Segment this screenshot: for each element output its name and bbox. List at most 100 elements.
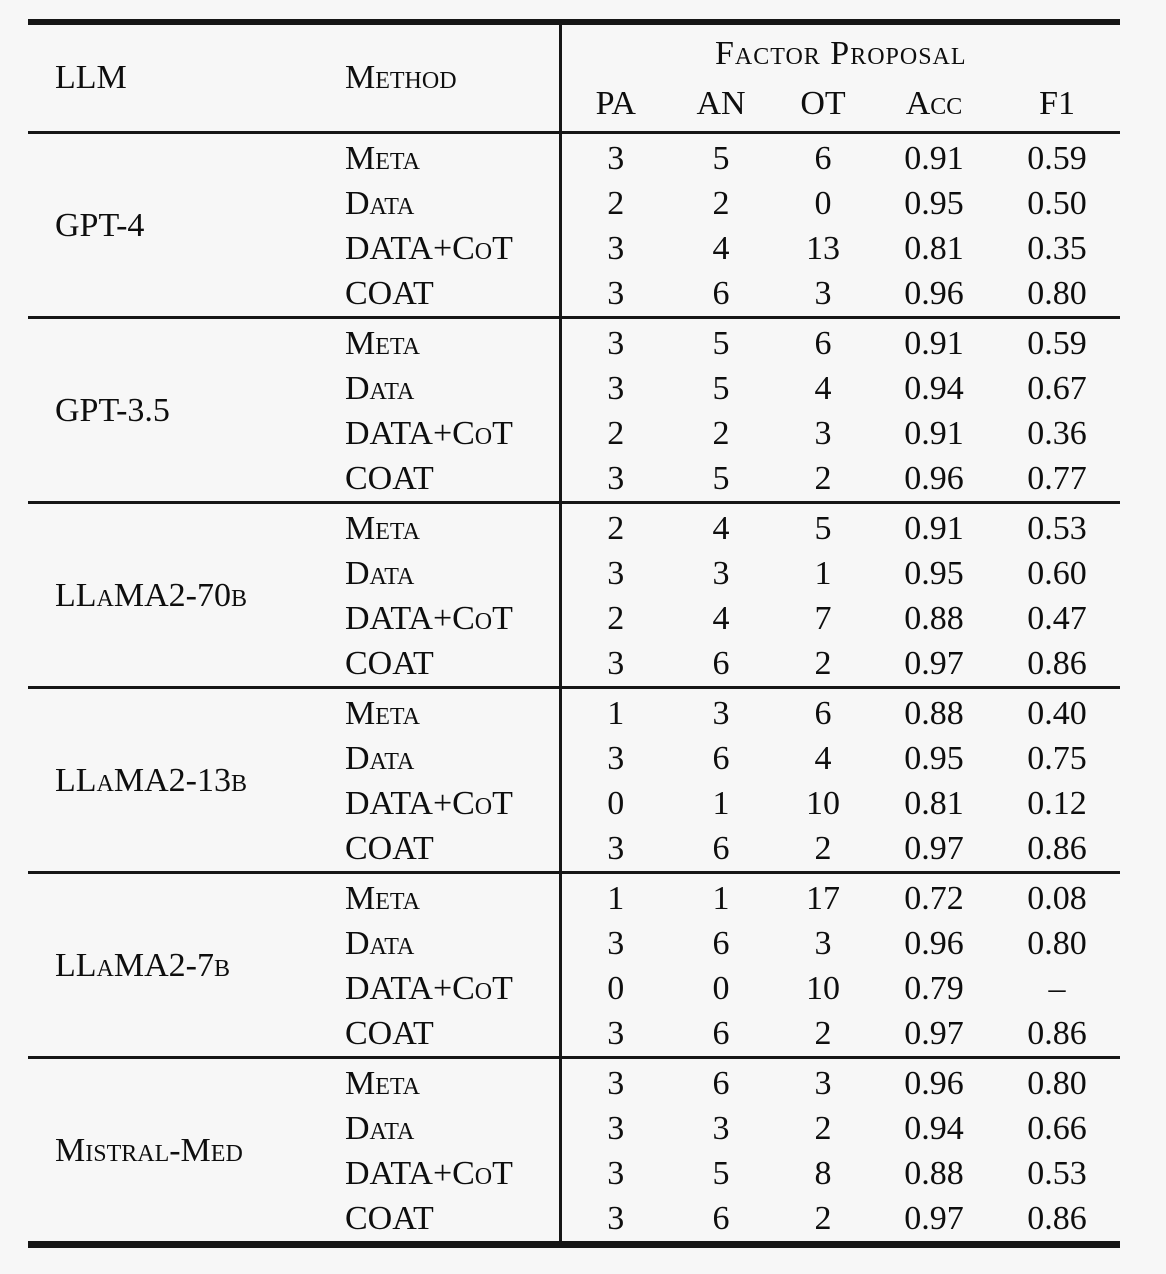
value-ot: 10 [806,784,840,822]
value-ot: 4 [814,369,832,407]
value-acc: 0.95 [904,184,964,222]
value-pa: 3 [558,226,670,271]
table-row: LLaMA2-13b Meta 1 3 6 0.88 0.40 [28,686,1121,873]
value-f1: 0.53 [994,501,1121,551]
value-an: 5 [712,459,730,497]
value-pa: 3 [558,551,670,596]
value-acc: 0.91 [874,501,994,551]
value-f1: 0.86 [1027,829,1087,867]
value-pa: 2 [558,596,670,641]
method-name: COAT [345,829,434,867]
value-f1: 0.12 [1027,784,1087,822]
table-header: LLM Method Factor Proposal PA AN OT Acc … [28,22,1121,134]
method-name: DATA+CoT [345,229,513,267]
value-pa: 3 [558,1196,670,1245]
method-name: Meta [340,871,560,921]
value-acc: 0.88 [904,599,964,637]
method-name: Data [345,184,415,222]
value-f1: – [1048,969,1066,1007]
value-f1: 0.86 [1027,1199,1087,1237]
value-acc: 0.91 [874,316,994,366]
value-acc: 0.94 [904,1109,964,1147]
table-row: Mistral-Med Meta 3 6 3 0.96 0.80 [28,1056,1121,1245]
value-f1: 0.60 [1027,554,1087,592]
value-pa: 3 [558,1056,670,1106]
value-ot: 3 [814,414,832,452]
value-ot: 10 [806,969,840,1007]
value-pa: 3 [558,316,670,366]
value-an: 6 [712,1014,730,1052]
value-an: 6 [712,1199,730,1237]
value-acc: 0.95 [904,739,964,777]
value-an: 5 [712,1154,730,1192]
value-ot: 7 [814,599,832,637]
value-f1: 0.36 [1027,414,1087,452]
value-ot: 2 [814,644,832,682]
table-row: DATA+CoT 0 1 10 0.81 0.12 [28,781,1120,826]
method-name: Meta [340,501,560,551]
value-acc: 0.97 [904,1014,964,1052]
table-row: Data 3 6 4 0.95 0.75 [28,736,1120,781]
value-an: 4 [670,501,772,551]
value-an: 2 [712,414,730,452]
value-acc: 0.91 [904,414,964,452]
value-pa: 2 [558,181,670,226]
value-pa: 3 [558,921,670,966]
value-acc: 0.97 [904,1199,964,1237]
value-acc: 0.88 [904,1154,964,1192]
table-row: COAT 3 6 2 0.97 0.86 [28,1196,1120,1245]
value-f1: 0.77 [1027,459,1087,497]
value-ot: 6 [772,686,874,736]
value-f1: 0.35 [1027,229,1087,267]
table-row: GPT-3.5 Meta 3 5 6 0.91 0.59 [28,316,1121,503]
value-ot: 2 [814,1109,832,1147]
value-f1: 0.40 [994,686,1121,736]
value-pa: 2 [558,501,670,551]
value-ot: 4 [814,739,832,777]
value-f1: 0.47 [1027,599,1087,637]
value-an: 5 [670,131,772,181]
value-f1: 0.53 [1027,1154,1087,1192]
table-row: Data 3 3 1 0.95 0.60 [28,551,1120,596]
table-row: COAT 3 6 2 0.97 0.86 [28,641,1120,688]
method-name: DATA+CoT [345,784,513,822]
value-an: 1 [712,784,730,822]
value-ot: 3 [772,1056,874,1106]
value-acc: 0.96 [904,274,964,312]
value-acc: 0.81 [904,229,964,267]
paper-table-figure: LLM Method Factor Proposal PA AN OT Acc … [28,19,1121,1248]
value-ot: 6 [772,131,874,181]
value-acc: 0.94 [904,369,964,407]
value-an: 4 [712,599,730,637]
value-ot: 3 [814,924,832,962]
value-an: 3 [712,1109,730,1147]
llm-name: Mistral-Med [28,1056,340,1245]
header-row-top: LLM Method Factor Proposal [28,22,1121,134]
value-ot: 2 [814,459,832,497]
value-ot: 5 [772,501,874,551]
value-pa: 1 [558,686,670,736]
value-acc: 0.96 [874,1056,994,1106]
value-an: 6 [712,644,730,682]
method-name: Data [345,924,415,962]
results-table: LLM Method Factor Proposal PA AN OT Acc … [28,19,1121,1248]
col-header-acc: Acc [874,77,994,134]
value-f1: 0.50 [1027,184,1087,222]
method-name: Meta [340,686,560,736]
llm-name: GPT-4 [28,131,340,318]
value-an: 0 [712,969,730,1007]
value-f1: 0.86 [1027,1014,1087,1052]
value-ot: 2 [814,1014,832,1052]
value-f1: 0.59 [994,131,1121,181]
value-ot: 8 [814,1154,832,1192]
value-pa: 3 [558,271,670,318]
llm-name: LLaMA2-7b [28,871,340,1058]
value-acc: 0.81 [904,784,964,822]
value-an: 6 [712,274,730,312]
value-f1: 0.86 [1027,644,1087,682]
col-header-method: Method [340,22,560,134]
value-acc: 0.72 [874,871,994,921]
llm-name: LLaMA2-70b [28,501,340,688]
method-name: Meta [340,1056,560,1106]
value-f1: 0.80 [1027,274,1087,312]
